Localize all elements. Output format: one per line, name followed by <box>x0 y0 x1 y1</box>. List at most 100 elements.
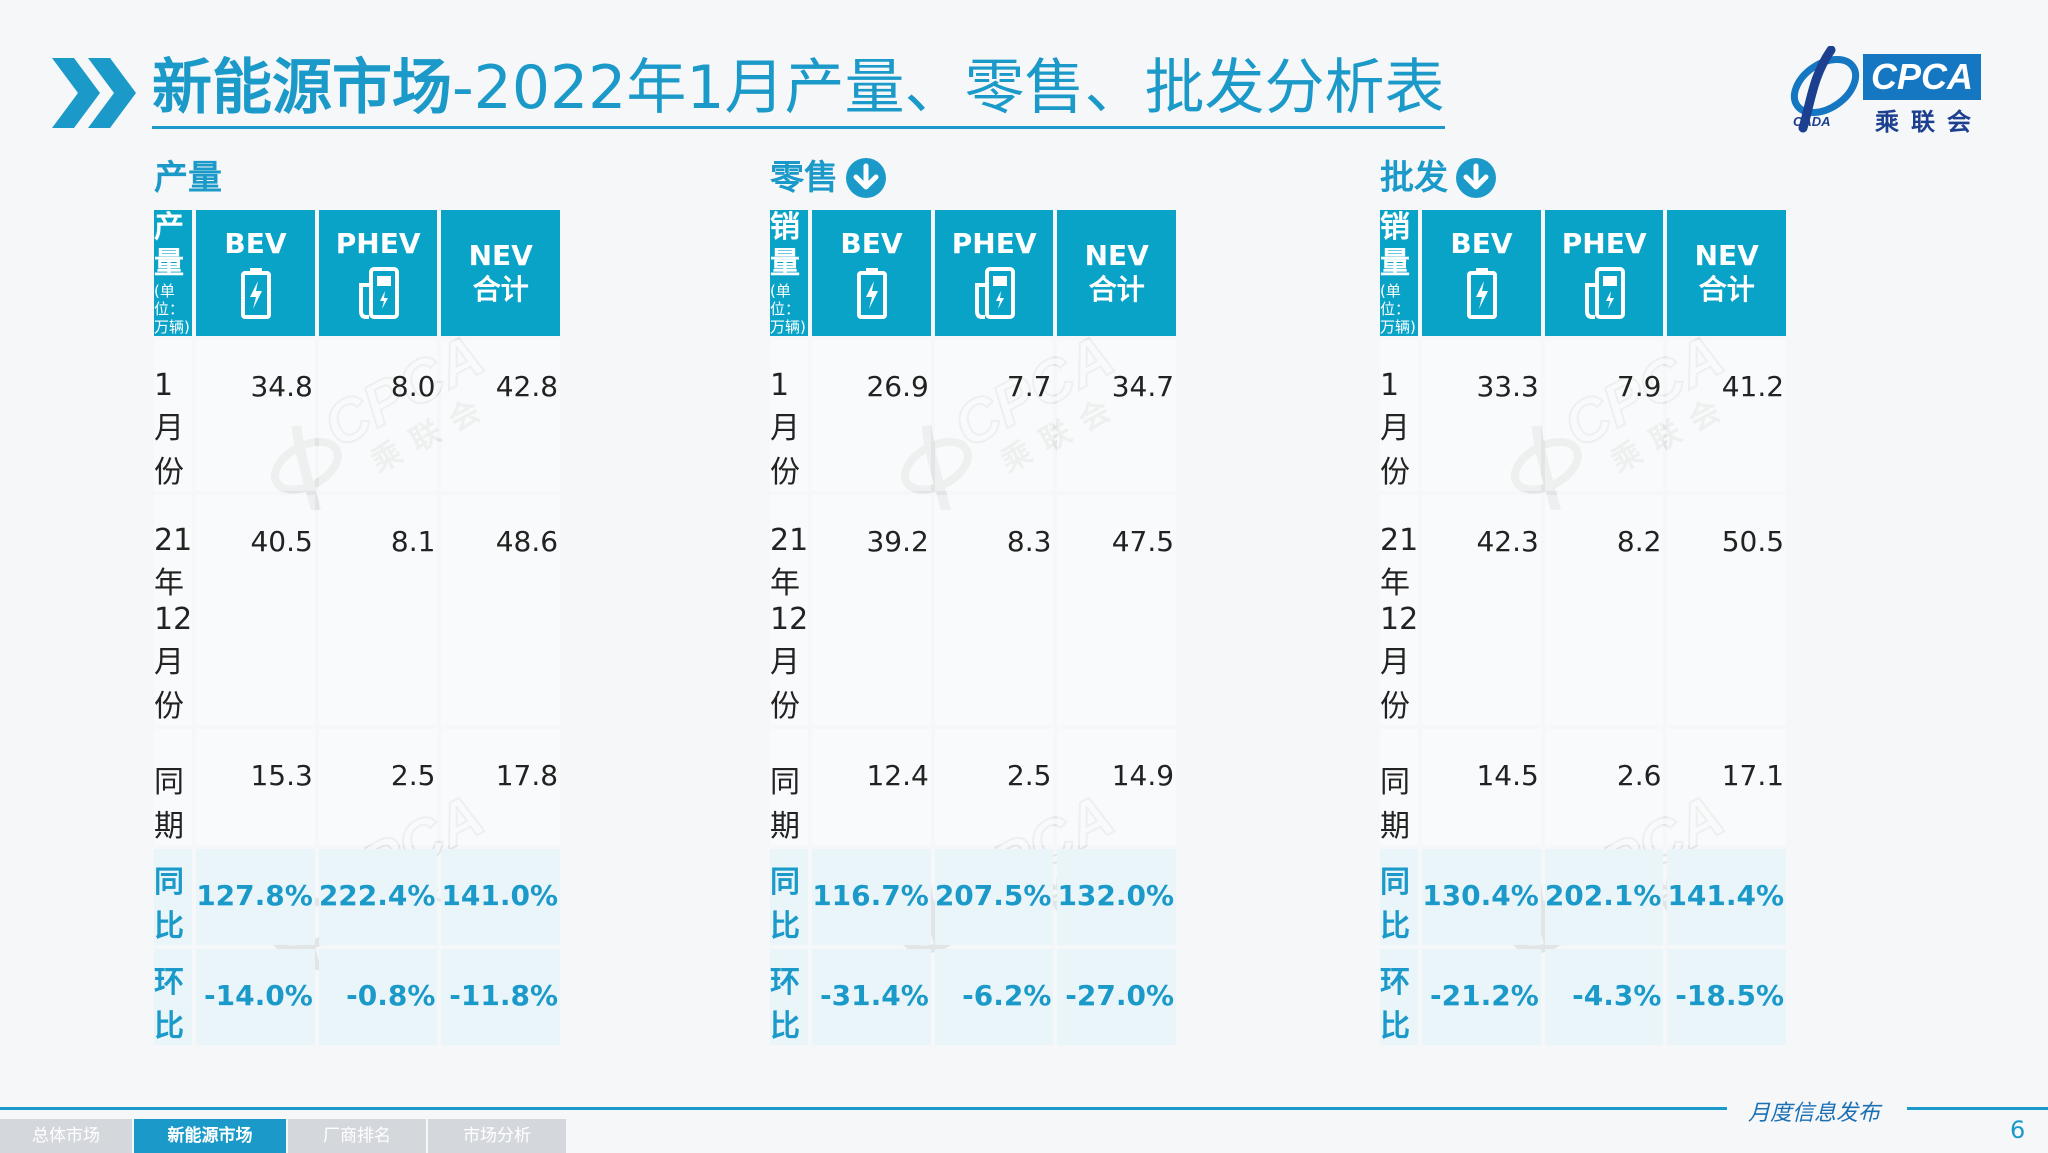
table-cell: 7.7 <box>934 340 1054 491</box>
footer-divider <box>0 1107 2048 1110</box>
table-cell: 41.2 <box>1667 340 1787 491</box>
table-cell: 202.1% <box>1544 849 1664 945</box>
table-cell: 47.5 <box>1057 495 1177 725</box>
footer-tab-1[interactable]: 总体市场 <box>0 1119 132 1153</box>
column-header-label: NEV <box>1084 239 1149 272</box>
logo-brand: CPCA <box>1863 54 1981 100</box>
row-header-cell: 产量 (单位：万辆) <box>154 210 193 336</box>
column-header-sublabel: 合计 <box>1698 273 1755 306</box>
row-label: 21年12月份 <box>770 495 809 725</box>
table-cell: -18.5% <box>1667 949 1787 1045</box>
table-cell: 2.5 <box>934 729 1054 845</box>
table-cell: 8.3 <box>934 495 1054 725</box>
table-cell: -11.8% <box>441 949 561 1045</box>
row-label: 同期 <box>770 729 809 845</box>
row-label: 21年12月份 <box>1380 495 1419 725</box>
column-header-label: PHEV <box>335 227 421 260</box>
column-header-label: NEV <box>1694 239 1759 272</box>
battery-icon <box>856 268 887 319</box>
table-cell: 14.5 <box>1422 729 1541 845</box>
table-cell: 42.8 <box>441 340 561 491</box>
table-cell: -21.2% <box>1422 949 1541 1045</box>
table-row: 1月份 34.8 8.0 42.8 <box>154 340 561 491</box>
battery-icon <box>1466 268 1497 319</box>
page-number: 6 <box>2010 1116 2026 1144</box>
page-title: 新能源市场-2022年1月产量、零售、批发分析表 <box>152 52 1445 129</box>
unit-label: (单位：万辆) <box>770 282 806 336</box>
table-cell: 207.5% <box>934 849 1054 945</box>
footer-tab-2[interactable]: 新能源市场 <box>134 1119 286 1153</box>
table-cell: 39.2 <box>812 495 931 725</box>
column-header-sublabel: 合计 <box>472 273 529 306</box>
column-header-label: BEV <box>224 227 287 260</box>
row-header-cell: 销量 (单位：万辆) <box>1380 210 1419 336</box>
table-cell: 12.4 <box>812 729 931 845</box>
table-row: 同期 15.3 2.5 17.8 <box>154 729 561 845</box>
table-cell: 130.4% <box>1422 849 1541 945</box>
logo-small: CADA <box>1793 114 1831 129</box>
logo-swirl-icon <box>1790 46 1860 133</box>
table-row: 环比 -21.2% -4.3% -18.5% <box>1380 949 1787 1045</box>
column-header-nev: NEV 合计 <box>1667 210 1787 336</box>
column-header-label: BEV <box>1450 227 1513 260</box>
table-row: 21年12月份 39.2 8.3 47.5 <box>770 495 1177 725</box>
table-cell: 14.9 <box>1057 729 1177 845</box>
column-header-label: NEV <box>468 239 533 272</box>
footer-tab-4[interactable]: 市场分析 <box>428 1119 566 1153</box>
section-title-text: 产量 <box>154 158 222 198</box>
section-title-text: 零售 <box>770 158 838 198</box>
table-header-row: 销量 (单位：万辆) BEV PHEV NEV 合计 <box>1380 210 1787 336</box>
charger-icon <box>975 267 1016 319</box>
row-header-label: 销量 <box>1380 210 1410 281</box>
table-cell: 17.1 <box>1667 729 1787 845</box>
table-cell: 141.4% <box>1667 849 1787 945</box>
column-header-nev: NEV 合计 <box>1057 210 1177 336</box>
column-header-phev: PHEV <box>318 210 438 336</box>
row-label: 1月份 <box>1380 340 1419 491</box>
charger-icon <box>359 267 400 319</box>
table-row: 1月份 33.3 7.9 41.2 <box>1380 340 1787 491</box>
footer-tab-3[interactable]: 厂商排名 <box>288 1119 426 1153</box>
charger-icon <box>1585 267 1626 319</box>
cpca-logo: CPCA 乘联会 CADA <box>1783 46 1988 136</box>
table-cell: 15.3 <box>196 729 315 845</box>
table-row: 环比 -14.0% -0.8% -11.8% <box>154 949 561 1045</box>
table-cell: 127.8% <box>196 849 315 945</box>
table-cell: -14.0% <box>196 949 315 1045</box>
column-header-bev: BEV <box>1422 210 1541 336</box>
column-header-label: PHEV <box>951 227 1037 260</box>
arrow-down-circle-icon <box>846 158 886 198</box>
row-label: 同比 <box>1380 849 1419 945</box>
row-label: 1月份 <box>770 340 809 491</box>
table-row: 同期 12.4 2.5 14.9 <box>770 729 1177 845</box>
table-cell: 8.1 <box>318 495 438 725</box>
column-header-sublabel: 合计 <box>1088 273 1145 306</box>
table-row: 同比 127.8% 222.4% 141.0% <box>154 849 561 945</box>
row-label: 同期 <box>1380 729 1419 845</box>
column-header-phev: PHEV <box>934 210 1054 336</box>
table-header-row: 销量 (单位：万辆) BEV PHEV NEV 合计 <box>770 210 1177 336</box>
battery-icon <box>240 268 271 319</box>
table-cell: 40.5 <box>196 495 315 725</box>
table-cell: 8.2 <box>1544 495 1664 725</box>
table-cell: 34.8 <box>196 340 315 491</box>
column-header-phev: PHEV <box>1544 210 1664 336</box>
table-cell: 26.9 <box>812 340 931 491</box>
column-header-nev: NEV 合计 <box>441 210 561 336</box>
page-title-rest: -2022年1月产量、零售、批发分析表 <box>452 53 1445 123</box>
column-header-bev: BEV <box>196 210 315 336</box>
table-cell: 8.0 <box>318 340 438 491</box>
arrow-down-circle-icon <box>1456 158 1496 198</box>
table-cell: 48.6 <box>441 495 561 725</box>
row-label: 同比 <box>154 849 193 945</box>
table-cell: 132.0% <box>1057 849 1177 945</box>
row-label: 同比 <box>770 849 809 945</box>
page-title-bold: 新能源市场 <box>152 53 452 123</box>
table-cell: 116.7% <box>812 849 931 945</box>
footer-tabs: 总体市场 新能源市场 厂商排名 市场分析 <box>0 1119 568 1153</box>
table-cell: 50.5 <box>1667 495 1787 725</box>
table-cell: 33.3 <box>1422 340 1541 491</box>
